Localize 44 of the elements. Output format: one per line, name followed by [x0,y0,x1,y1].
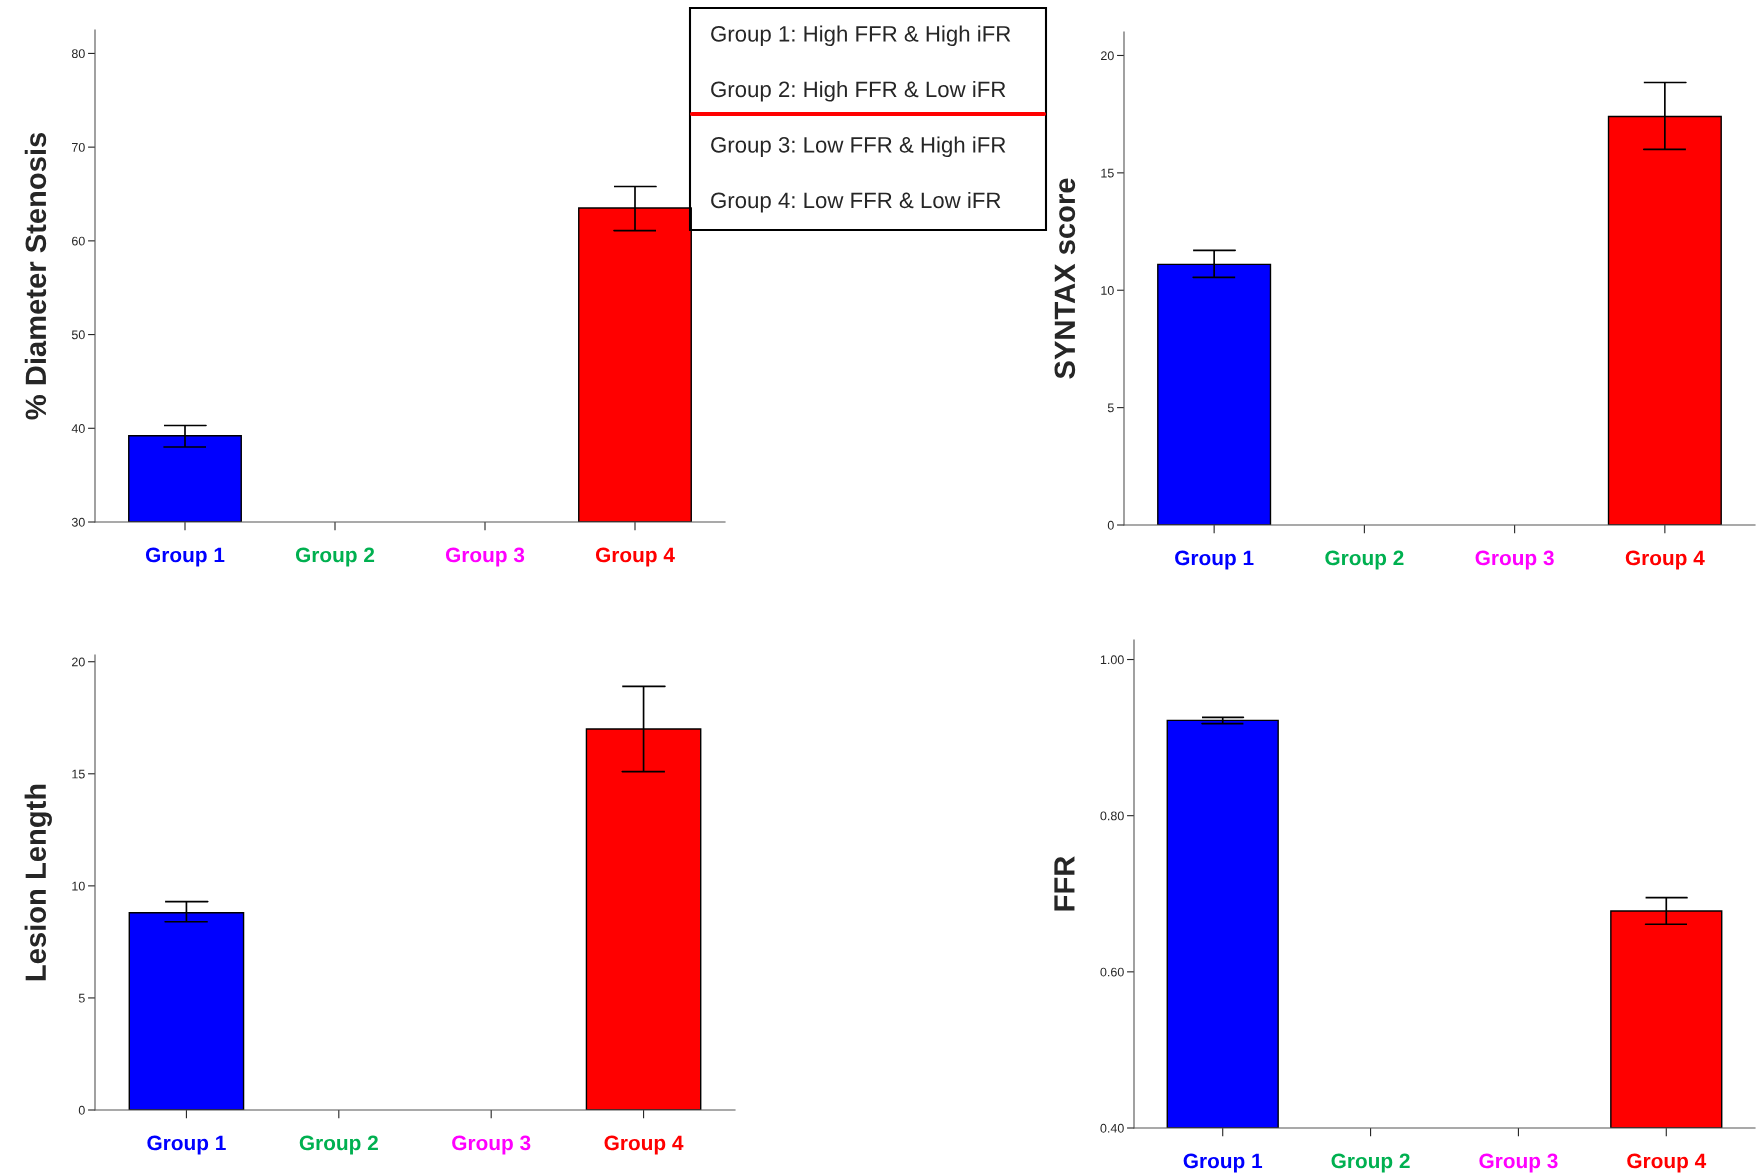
y-tick-label: 1.00 [1100,655,1124,665]
y-axis-title: SYNTAX score [1054,178,1076,379]
x-tick-label: Group 3 [445,547,525,567]
y-axis-title: FFR [1054,856,1075,911]
x-tick-label: Group 3 [452,1135,531,1155]
y-axis-title: Lesion Length [24,784,52,981]
y-tick-label: 0 [1107,520,1114,530]
x-tick-label: Group 4 [1627,1153,1707,1173]
annotation: Group 3: Low FFR & High iFR [711,136,1006,158]
x-tick-label: Group 2 [1331,1153,1410,1173]
y-tick-label: 50 [71,330,85,340]
y-tick-label: 20 [1101,51,1114,61]
x-tick-label: Group 4 [595,547,675,567]
y-tick-label: 0.40 [1100,1123,1124,1133]
y-tick-label: 0.60 [1100,967,1124,977]
y-axis-title: % Diameter Stenosis [24,132,47,420]
y-tick-label: 70 [72,142,85,152]
x-tick-label: Group 1 [145,547,225,567]
x-tick-label: Group 3 [1475,550,1554,570]
y-tick-label: 5 [78,993,85,1003]
x-tick-label: Group 2 [299,1135,378,1155]
annotation: Group 2: High FFR & Low iFR [711,80,1006,102]
y-tick-label: 15 [1101,168,1114,178]
y-tick-label: 40 [71,424,85,433]
y-tick-label: 20 [72,657,85,667]
y-tick-label: 10 [1101,286,1114,295]
y-tick-label: 10 [72,881,85,891]
y-tick-label: 0.80 [1100,811,1124,821]
x-tick-label: Group 1 [1175,550,1254,570]
y-tick-label: 5 [1107,403,1114,413]
y-tick-label: 0 [78,1105,85,1115]
x-tick-label: Group 4 [604,1135,684,1155]
x-tick-label: Group 2 [1325,550,1404,570]
y-tick-label: 30 [71,517,85,527]
annotation: Group 1: High FFR & High iFR [711,25,1011,47]
x-tick-label: Group 4 [1625,550,1705,570]
x-tick-label: Group 1 [1183,1153,1263,1173]
annotation: Group 4: Low FFR & Low iFR [711,191,1001,213]
x-tick-label: Group 2 [295,547,375,567]
x-tick-label: Group 1 [147,1135,226,1155]
x-tick-label: Group 3 [1479,1153,1558,1173]
y-tick-label: 60 [72,236,85,246]
y-tick-label: 80 [71,49,85,59]
y-tick-label: 15 [72,769,85,779]
